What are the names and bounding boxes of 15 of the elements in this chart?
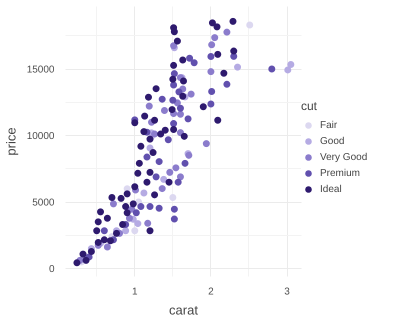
legend-label: Very Good <box>320 152 368 162</box>
y-tick-label: 5000 <box>32 198 55 209</box>
y-tick-label: 10000 <box>26 131 55 142</box>
x-tick-label: 1 <box>132 286 138 298</box>
legend-title: cut <box>301 99 318 113</box>
x-axis-title: carat <box>169 302 198 318</box>
legend-label: Premium <box>320 168 360 178</box>
y-axis-title: price <box>4 127 19 156</box>
x-tick-label: 3 <box>284 286 290 298</box>
x-tick-label: 2 <box>208 286 214 298</box>
y-tick-label: 15000 <box>26 64 55 76</box>
legend-label: Ideal <box>320 184 342 194</box>
legend-label: Good <box>320 136 344 146</box>
legend-label: Fair <box>320 120 338 130</box>
y-tick-label: 0 <box>48 264 55 276</box>
